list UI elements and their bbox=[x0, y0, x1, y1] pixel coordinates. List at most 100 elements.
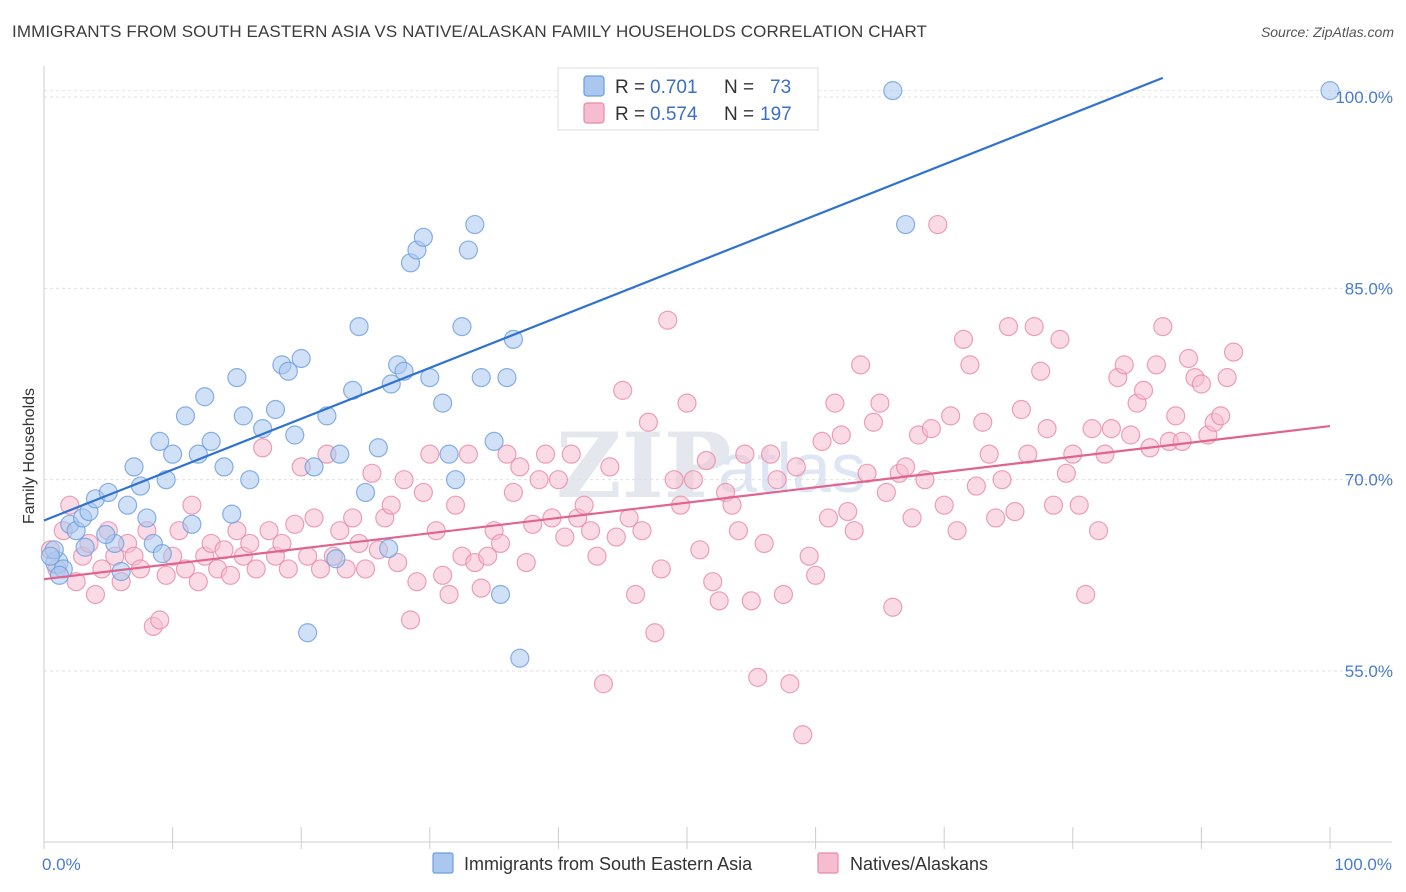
point-natives bbox=[1088, 521, 1109, 541]
point-natives bbox=[896, 457, 916, 477]
point-natives bbox=[600, 457, 620, 477]
x-tick-label-max: 100.0% bbox=[1334, 855, 1392, 874]
point-immigrants bbox=[117, 495, 138, 515]
point-natives bbox=[986, 508, 1006, 528]
point-natives bbox=[934, 495, 954, 515]
point-immigrants bbox=[152, 544, 172, 564]
point-immigrants bbox=[233, 406, 253, 426]
point-natives bbox=[613, 380, 633, 400]
point-natives bbox=[555, 527, 575, 547]
point-natives bbox=[709, 591, 729, 611]
point-natives bbox=[503, 482, 523, 503]
point-immigrants bbox=[240, 470, 260, 490]
point-natives bbox=[580, 521, 601, 541]
point-natives bbox=[645, 623, 665, 643]
point-natives bbox=[1172, 431, 1192, 451]
point-natives bbox=[1043, 495, 1064, 515]
point-natives bbox=[703, 572, 723, 592]
point-natives bbox=[523, 514, 543, 534]
point-natives bbox=[548, 470, 569, 490]
point-natives bbox=[863, 412, 884, 432]
point-natives bbox=[310, 559, 331, 579]
point-natives bbox=[941, 406, 961, 426]
source-label: Source: ZipAtlas.com bbox=[1260, 24, 1394, 40]
point-natives bbox=[760, 444, 781, 464]
point-natives bbox=[343, 508, 363, 528]
point-immigrants bbox=[349, 317, 369, 337]
point-natives bbox=[439, 584, 459, 605]
point-natives bbox=[754, 533, 774, 554]
legend-n-value-immigrants: 73 bbox=[770, 77, 791, 98]
point-natives bbox=[735, 444, 755, 464]
point-immigrants bbox=[368, 438, 388, 458]
point-natives bbox=[413, 482, 433, 503]
point-natives bbox=[696, 450, 716, 471]
point-natives bbox=[651, 559, 671, 579]
point-natives bbox=[812, 431, 832, 451]
point-natives bbox=[947, 521, 967, 541]
point-natives bbox=[638, 412, 659, 432]
bottom-legend: Immigrants from South Eastern Asia Nativ… bbox=[432, 852, 988, 874]
y-tick-label: 100.0% bbox=[1335, 88, 1393, 107]
point-immigrants bbox=[182, 514, 202, 534]
point-natives bbox=[1024, 317, 1044, 337]
point-immigrants bbox=[163, 444, 183, 464]
y-axis-title: Family Households bbox=[21, 388, 38, 524]
point-natives bbox=[818, 508, 839, 528]
legend: R = 0.701 N = 73 R = 0.574 N = 197 bbox=[557, 67, 819, 131]
point-immigrants bbox=[433, 393, 453, 413]
point-natives bbox=[497, 444, 517, 464]
point-natives bbox=[973, 412, 993, 432]
point-natives bbox=[1076, 584, 1096, 605]
point-natives bbox=[606, 527, 626, 547]
point-natives bbox=[1005, 501, 1025, 522]
point-natives bbox=[677, 393, 697, 413]
point-natives bbox=[240, 533, 260, 554]
point-immigrants bbox=[201, 431, 221, 451]
point-natives bbox=[490, 533, 511, 554]
point-natives bbox=[259, 521, 279, 541]
point-natives bbox=[1121, 425, 1141, 445]
point-natives bbox=[870, 393, 890, 413]
point-immigrants bbox=[175, 406, 196, 426]
point-natives bbox=[407, 572, 427, 592]
point-natives bbox=[664, 470, 684, 490]
point-natives bbox=[625, 584, 646, 605]
point-immigrants bbox=[265, 399, 286, 420]
point-natives bbox=[966, 476, 986, 496]
point-natives bbox=[690, 540, 710, 560]
point-natives bbox=[355, 559, 376, 579]
legend-n-value-natives: 197 bbox=[760, 104, 792, 125]
point-natives bbox=[220, 565, 241, 585]
point-natives bbox=[979, 444, 999, 464]
point-natives bbox=[394, 470, 414, 490]
legend-n-label-natives: N = bbox=[724, 104, 754, 125]
point-natives bbox=[728, 521, 749, 541]
point-natives bbox=[883, 597, 903, 617]
point-natives bbox=[683, 470, 704, 490]
point-natives bbox=[1146, 355, 1166, 375]
point-immigrants bbox=[124, 457, 144, 477]
series-immigrants-points bbox=[40, 81, 1340, 668]
point-immigrants bbox=[439, 444, 459, 464]
point-natives bbox=[825, 393, 845, 413]
point-natives bbox=[928, 214, 948, 235]
chart-title: IMMIGRANTS FROM SOUTH EASTERN ASIA VS NA… bbox=[12, 22, 928, 41]
point-natives bbox=[844, 521, 864, 541]
point-natives bbox=[574, 495, 594, 515]
point-natives bbox=[381, 495, 401, 515]
point-natives bbox=[188, 572, 208, 592]
point-natives bbox=[953, 329, 974, 349]
point-immigrants bbox=[285, 425, 305, 445]
point-natives bbox=[1082, 419, 1102, 439]
point-immigrants bbox=[291, 348, 311, 369]
point-natives bbox=[561, 444, 581, 464]
trend-lines bbox=[43, 76, 1331, 581]
x-tick-label-min: 0.0% bbox=[42, 855, 81, 874]
point-natives bbox=[1133, 380, 1154, 400]
point-immigrants bbox=[452, 317, 472, 337]
point-natives bbox=[921, 419, 941, 439]
legend-r-value-natives: 0.574 bbox=[650, 104, 698, 125]
point-immigrants bbox=[1320, 81, 1340, 101]
